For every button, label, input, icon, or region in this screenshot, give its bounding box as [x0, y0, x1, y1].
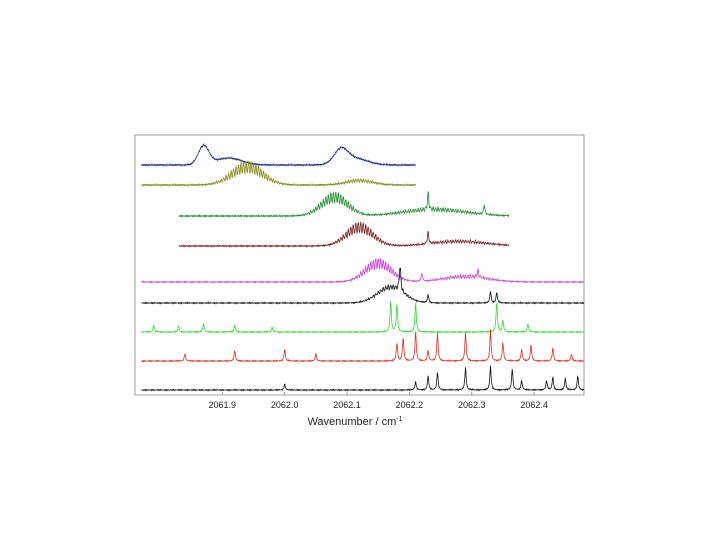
spectrum-trace	[140, 142, 416, 167]
x-axis-ticks: 2061.9 2062.0 2062.1 2062.2 2062.3 2062.4	[209, 392, 548, 410]
spectrum-trace	[141, 267, 585, 305]
spectrum-trace	[141, 257, 585, 284]
plot-frame	[134, 134, 585, 396]
x-tick-label: 2062.4	[520, 400, 548, 410]
x-tick-label: 2062.1	[333, 400, 361, 410]
x-tick-label: 2061.9	[209, 400, 237, 410]
spectrum-trace	[141, 365, 585, 392]
x-axis-title-superscript: -1	[396, 416, 402, 423]
x-axis-title: Wavenumber / cm-1	[307, 416, 402, 428]
spectra-traces	[140, 142, 585, 392]
spectrum-trace	[141, 160, 416, 187]
x-tick-label: 2062.0	[271, 400, 299, 410]
spectrum-trace	[178, 221, 510, 248]
spectrum-trace	[141, 300, 585, 334]
x-tick-label: 2062.3	[458, 400, 486, 410]
spectrum-trace	[141, 329, 585, 363]
x-tick-label: 2062.2	[396, 400, 424, 410]
spectrum-trace	[178, 191, 510, 218]
